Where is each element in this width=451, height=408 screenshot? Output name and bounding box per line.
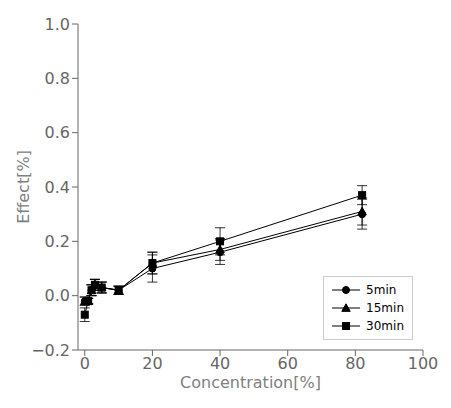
svg-text:−0.2: −0.2	[31, 341, 70, 360]
svg-text:0.4: 0.4	[45, 178, 70, 197]
svg-text:0.6: 0.6	[45, 123, 70, 142]
svg-text:Effect[%]: Effect[%]	[14, 150, 33, 224]
svg-text:80: 80	[345, 354, 365, 373]
svg-text:0: 0	[80, 354, 90, 373]
html-text:30min: 30min	[366, 319, 404, 333]
svg-text:100: 100	[408, 354, 439, 373]
svg-text:0.2: 0.2	[45, 232, 70, 251]
svg-text:40: 40	[210, 354, 230, 373]
html-text:5min: 5min	[366, 283, 397, 297]
svg-text:0.8: 0.8	[45, 69, 70, 88]
svg-text:1.0: 1.0	[45, 15, 70, 34]
svg-text:0.0: 0.0	[45, 286, 70, 305]
svg-text:60: 60	[278, 354, 298, 373]
svg-text:20: 20	[142, 354, 162, 373]
svg-text:Concentration[%]: Concentration[%]	[180, 373, 321, 392]
html-text:15min: 15min	[366, 301, 404, 315]
